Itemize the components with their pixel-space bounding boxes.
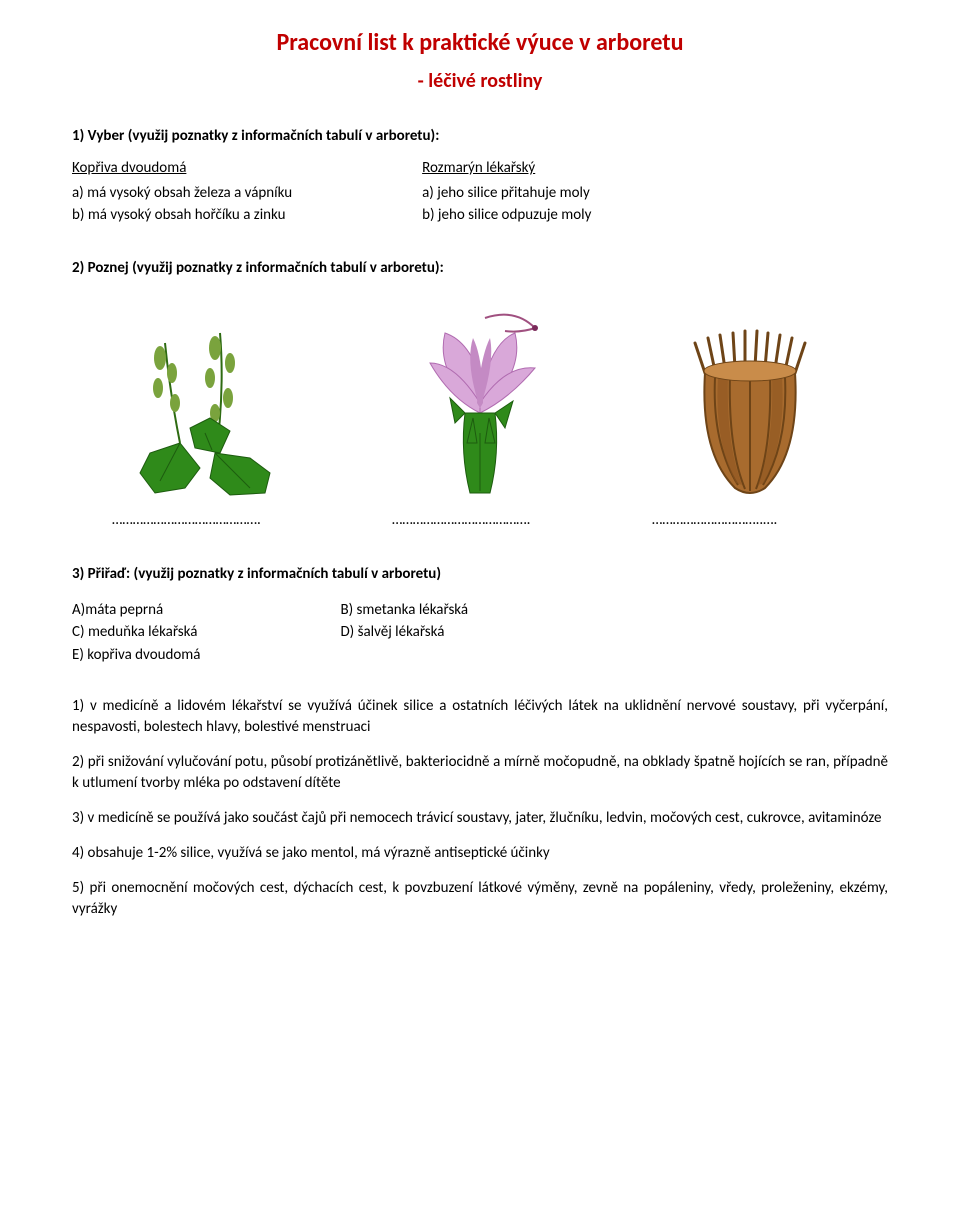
page-subtitle: - léčivé rostliny [72, 69, 888, 93]
q2-blank-1[interactable]: ……………………………………. [112, 511, 392, 529]
plant-image-1 [120, 313, 300, 503]
use-3: 3) v medicíně se používá jako součást ča… [72, 808, 888, 829]
q1-right-head: Rozmarýn lékařský [422, 157, 591, 180]
q3-col-right: B) smetanka lékařská D) šalvěj lékařská [340, 599, 468, 667]
q3-opt-a: A)máta peprná [72, 599, 200, 622]
q1-left-b: b) má vysoký obsah hořčíku a zinku [72, 204, 292, 227]
use-5: 5) při onemocnění močových cest, dýchací… [72, 878, 888, 920]
q1-right-a: a) jeho silice přitahuje moly [422, 182, 591, 205]
q1-right-b: b) jeho silice odpuzuje moly [422, 204, 591, 227]
q3-options: A)máta peprná C) meduňka lékařská E) kop… [72, 599, 888, 667]
q1-right-col: Rozmarýn lékařský a) jeho silice přitahu… [422, 157, 591, 227]
plant-image-3 [660, 313, 840, 503]
worksheet-page: Pracovní list k praktické výuce v arbore… [0, 0, 960, 960]
q3-col-left: A)máta peprná C) meduňka lékařská E) kop… [72, 599, 200, 667]
page-title: Pracovní list k praktické výuce v arbore… [72, 28, 888, 57]
q3-opt-e: E) kopřiva dvoudomá [72, 644, 200, 667]
q2-blank-3[interactable]: …………………………..…. [652, 511, 777, 529]
q1-left-head: Kopřiva dvoudomá [72, 157, 292, 180]
q3-opt-b: B) smetanka lékařská [340, 599, 468, 622]
q1-left-a: a) má vysoký obsah železa a vápníku [72, 182, 292, 205]
q3-heading: 3) Přiřaď: (využij poznatky z informační… [72, 565, 888, 583]
q2-blank-2[interactable]: …………………………………. [392, 511, 652, 529]
q3-opt-d: D) šalvěj lékařská [340, 621, 468, 644]
q2-heading: 2) Poznej (využij poznatky z informačníc… [72, 259, 888, 277]
use-4: 4) obsahuje 1-2% silice, využívá se jako… [72, 843, 888, 864]
q1-columns: Kopřiva dvoudomá a) má vysoký obsah žele… [72, 157, 888, 227]
q2-answer-lines: ……………………………………. …………………………………. ………………………… [72, 511, 888, 529]
q1-left-col: Kopřiva dvoudomá a) má vysoký obsah žele… [72, 157, 292, 227]
plant-image-2 [395, 303, 565, 503]
use-1: 1) v medicíně a lidovém lékařství se vyu… [72, 696, 888, 738]
q1-heading: 1) Vyber (využij poznatky z informačních… [72, 127, 888, 145]
plant-images [72, 303, 888, 503]
q3-opt-c: C) meduňka lékařská [72, 621, 200, 644]
use-2: 2) při snižování vylučování potu, působí… [72, 752, 888, 794]
